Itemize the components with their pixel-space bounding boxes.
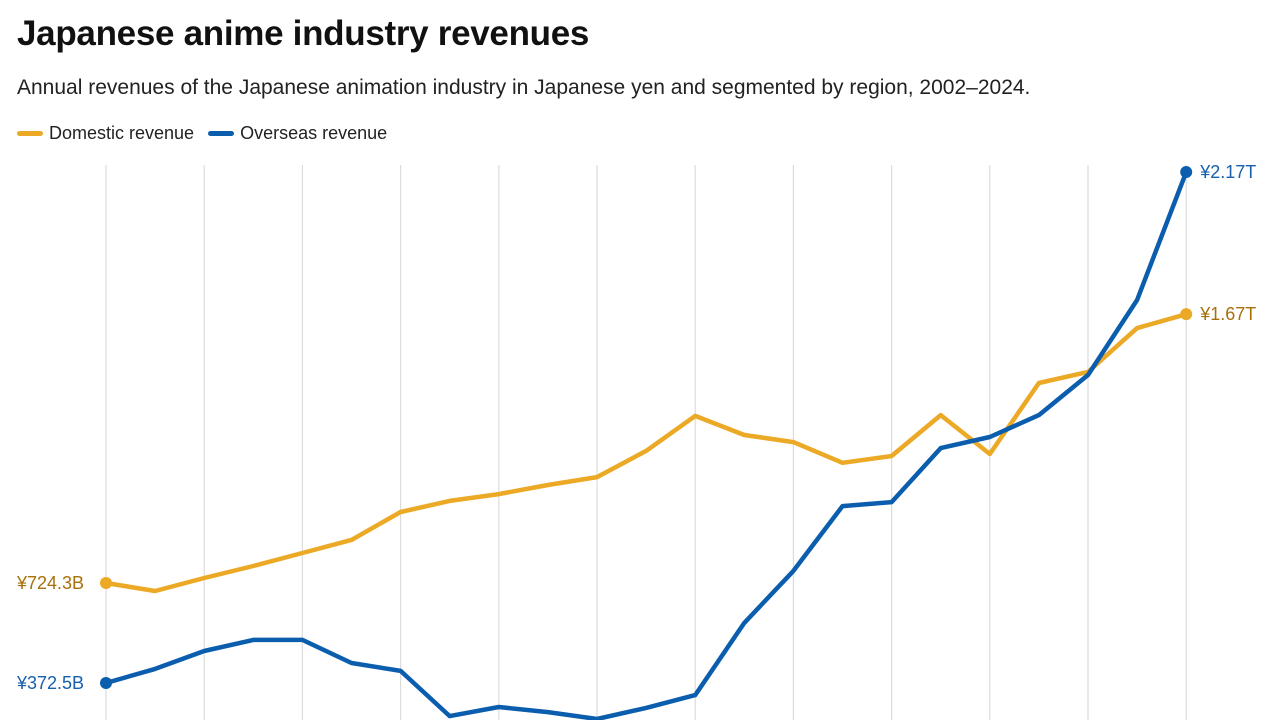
legend-swatch-overseas [208,131,235,136]
legend-label-overseas: Overseas revenue [240,123,388,143]
legend-label-domestic: Domestic revenue [49,123,195,143]
chart-subtitle: Annual revenues of the Japanese animatio… [17,76,1031,99]
legend-swatch-domestic [17,131,43,136]
data-point-0-start [100,577,112,589]
data-point-0-end [1180,308,1193,321]
data-label-0-end: ¥1.67T [1199,304,1256,324]
data-label-1-start: ¥372.5B [16,673,84,693]
data-point-1-end [1180,166,1193,179]
chart-title: Japanese anime industry revenues [17,14,590,53]
legend-item-overseas: Overseas revenue [208,123,387,144]
series-line-1 [103,169,1189,720]
data-label-1-end: ¥2.17T [1199,162,1256,182]
legend-item-domestic: Domestic revenue [17,123,194,144]
legend: Domestic revenue Overseas revenue [17,123,387,144]
data-label-0-start: ¥724.3B [16,573,84,593]
data-point-1-start [100,677,112,689]
series-line-0 [103,311,1189,594]
